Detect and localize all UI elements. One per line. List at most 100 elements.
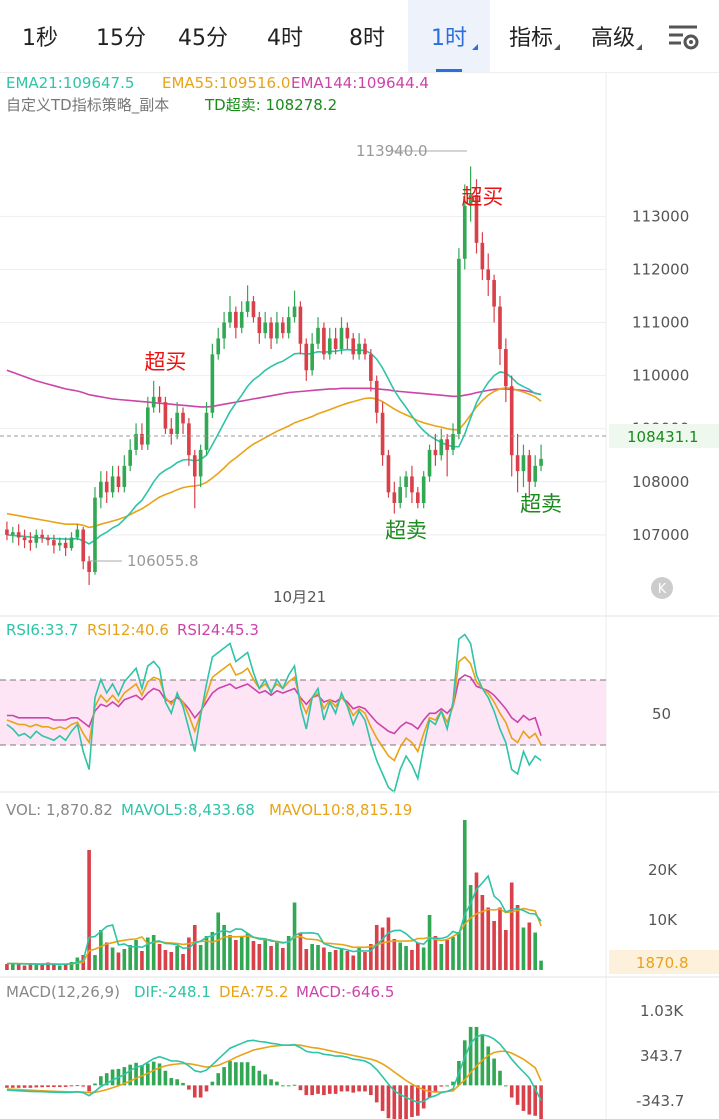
candle-body xyxy=(75,529,80,538)
volume-bars xyxy=(5,820,543,970)
tab-15m[interactable]: 15分 xyxy=(80,0,162,72)
candle-body xyxy=(275,322,279,339)
candle-body xyxy=(480,242,485,270)
tab-8h[interactable]: 8时 xyxy=(326,0,408,72)
candle-body xyxy=(57,542,62,546)
volume-bar xyxy=(539,960,543,970)
indicators-menu[interactable]: 指标 xyxy=(490,0,572,72)
tab-label: 45分 xyxy=(178,26,228,51)
candle-body xyxy=(515,455,520,472)
candle-body xyxy=(63,542,68,549)
macd-bar xyxy=(157,1063,162,1086)
macd-bar xyxy=(286,1085,291,1087)
candle-body xyxy=(286,317,291,334)
macd-bar xyxy=(69,1085,74,1087)
volume-bar xyxy=(310,944,314,970)
macd-bar xyxy=(316,1085,320,1094)
volume-ma-lines xyxy=(6,874,542,966)
macd-bar xyxy=(345,1085,350,1092)
candle-body xyxy=(93,497,97,572)
tab-4h[interactable]: 4时 xyxy=(244,0,326,72)
macd-bar xyxy=(369,1085,373,1096)
macd-bar xyxy=(327,1085,332,1094)
candle-body xyxy=(251,301,256,318)
vol-tag-bg xyxy=(609,950,719,974)
macd-bar xyxy=(515,1085,520,1105)
macd-bar xyxy=(5,1085,9,1088)
macd-bar xyxy=(462,1040,467,1086)
macd-bar xyxy=(533,1085,538,1116)
candle-body xyxy=(110,476,115,493)
candle-body xyxy=(427,449,432,477)
candle-body xyxy=(310,343,314,371)
main-grid: 1130001120001110001100001090001080001070… xyxy=(0,72,689,1119)
candle-body xyxy=(322,327,326,355)
macd-bar xyxy=(122,1067,127,1086)
macd-bar xyxy=(222,1067,226,1086)
volume-bar xyxy=(151,935,156,970)
macd-bar xyxy=(52,1085,56,1088)
macd-bar xyxy=(269,1079,273,1086)
tab-label: 指标 xyxy=(508,26,553,51)
macd-bar xyxy=(128,1064,133,1086)
volume-bar xyxy=(28,963,33,970)
candle-body xyxy=(421,476,426,503)
candle-body xyxy=(187,423,191,456)
candle-body xyxy=(521,455,526,472)
advanced-menu[interactable]: 高级 xyxy=(572,0,654,72)
candle-body xyxy=(280,322,285,334)
candle-body xyxy=(81,529,86,562)
collapse-button-bg xyxy=(651,577,673,599)
candle-body xyxy=(351,338,356,355)
tab-1h[interactable]: 1时 xyxy=(408,0,490,72)
macd-bar xyxy=(498,1070,502,1086)
collapse-button[interactable]: K xyxy=(651,577,673,599)
candle-body xyxy=(16,532,21,538)
tab-label: 高级 xyxy=(590,26,635,51)
high-label: 113940.0 xyxy=(356,142,428,160)
vol-legend: VOL: 1,870.82 xyxy=(6,801,113,819)
volume-bar xyxy=(104,942,109,970)
tab-45m[interactable]: 45分 xyxy=(162,0,244,72)
y-tick-label: 107000 xyxy=(632,526,689,544)
candle-body xyxy=(245,301,250,312)
td-overbought-mark: 超买 xyxy=(144,350,186,374)
volume-bar xyxy=(140,951,144,970)
volume-bar xyxy=(40,965,44,970)
candle-body xyxy=(216,338,221,355)
volume-bar xyxy=(415,942,420,970)
volume-bar xyxy=(498,907,502,970)
mavol10-legend: MAVOL10:8,815.19 xyxy=(269,801,412,819)
rsi-axis-label: 50 xyxy=(652,705,671,723)
tab-label: 1时 xyxy=(431,26,467,51)
candle-body xyxy=(151,396,156,408)
candle-body xyxy=(327,338,332,355)
macd-bar xyxy=(134,1062,138,1086)
volume-bar xyxy=(52,964,56,970)
volume-bar xyxy=(380,927,385,970)
candle-body xyxy=(539,458,543,466)
macd-bar xyxy=(322,1085,326,1096)
volume-bar xyxy=(228,935,232,970)
volume-bar xyxy=(99,930,103,970)
candle-body xyxy=(527,455,532,482)
macd-bar xyxy=(228,1061,232,1086)
rsi6-line xyxy=(6,633,542,794)
volume-bar xyxy=(410,950,414,970)
candle-body xyxy=(69,537,74,549)
volume-bar xyxy=(462,820,467,970)
candle-body xyxy=(140,433,144,445)
volume-bar xyxy=(333,950,338,970)
volume-bar xyxy=(433,936,438,970)
macd-bar xyxy=(304,1085,309,1096)
volume-bar xyxy=(374,925,379,970)
candle-body xyxy=(492,280,496,307)
active-tab-indicator xyxy=(436,69,462,72)
candle-body xyxy=(298,306,303,344)
candle-body xyxy=(439,439,444,456)
volume-bar xyxy=(34,964,39,970)
macd-bar xyxy=(28,1085,33,1088)
tab-1s[interactable]: 1秒 xyxy=(0,0,80,72)
settings-sliders-icon[interactable] xyxy=(665,18,701,54)
macd-bar xyxy=(292,1084,297,1086)
